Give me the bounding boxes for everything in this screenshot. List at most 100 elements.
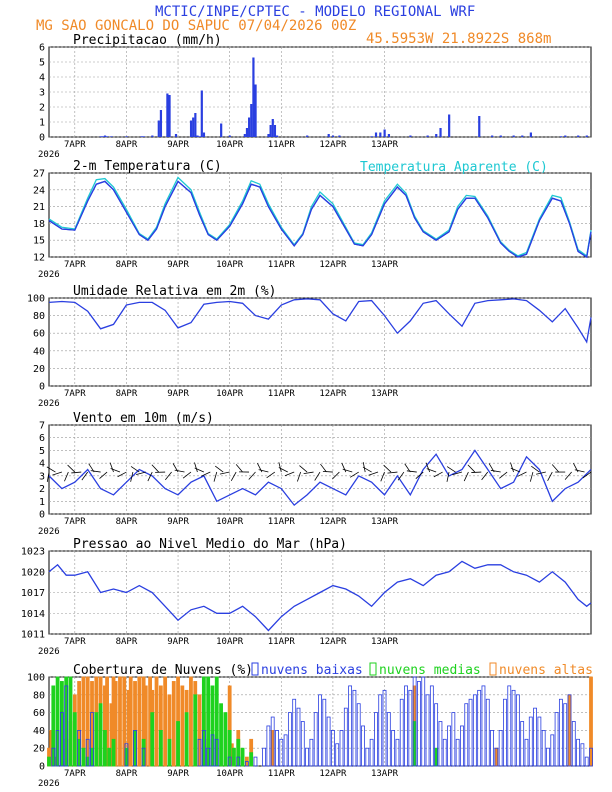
cloud-bar — [90, 747, 94, 767]
x-tick-label: 10APR — [216, 637, 244, 647]
cloud-bar — [262, 747, 266, 767]
x-tick-label: 7APR — [64, 517, 86, 527]
wind-barb — [397, 471, 405, 481]
cloud-bar — [425, 694, 430, 767]
cloud-bar — [589, 676, 593, 767]
x-tick-label: 10APR — [216, 389, 244, 399]
cloud-bar — [232, 747, 236, 767]
cloud-bar — [417, 681, 421, 767]
cloud-bar — [141, 738, 146, 767]
wind-barb — [213, 471, 218, 482]
cloud-bar — [429, 685, 434, 767]
wind-barb — [266, 471, 276, 479]
precip-bar — [198, 136, 201, 137]
y-tick-label: 3 — [39, 88, 45, 99]
legend-swatch-mid — [369, 662, 377, 676]
cloud-bar — [464, 703, 469, 767]
cloud-bar — [240, 747, 245, 767]
wind-barb — [463, 471, 469, 482]
wind-barb — [99, 471, 108, 479]
precip-bar — [577, 135, 580, 137]
y-tick-label: 100 — [27, 294, 45, 305]
cloud-bar — [189, 676, 193, 767]
cloud-bar — [94, 712, 99, 767]
precip-bar — [106, 136, 109, 137]
cloud-bar — [158, 730, 163, 767]
y-tick-label: 60 — [33, 329, 45, 340]
x-tick-label: 9APR — [167, 517, 189, 527]
cloud-bar — [352, 689, 357, 767]
wind-barb — [341, 462, 347, 473]
cloud-bar — [447, 725, 451, 767]
x-tick-label: 10APR — [216, 517, 244, 527]
cloud-bar — [550, 734, 555, 767]
x-tick-label: 7APR — [64, 389, 86, 399]
x-tick-label: 13APR — [371, 769, 399, 779]
y-tick-label: 2 — [39, 103, 45, 114]
cloud-bar — [253, 756, 258, 767]
cloud-bar — [154, 676, 159, 767]
precip-bar — [254, 84, 257, 137]
precip-bar — [585, 135, 588, 137]
cloud-bar — [201, 676, 206, 767]
y-tick-label: 0 — [39, 133, 45, 144]
x-tick-label: 11APR — [268, 140, 296, 150]
temp-legend: Temperatura Aparente (C) — [360, 160, 548, 175]
cloud-bar — [270, 716, 275, 767]
wind-barb — [320, 463, 327, 473]
cloud-bar — [85, 738, 90, 767]
wind-barb — [564, 471, 572, 480]
cloud-bar — [227, 730, 232, 767]
wind-barb — [446, 466, 456, 473]
y-tick-label: 20 — [33, 744, 45, 755]
precip-bar — [275, 135, 279, 137]
cloud-bar — [438, 721, 443, 767]
x-tick-label: 12APR — [319, 260, 347, 270]
y-tick-label: 1011 — [21, 630, 45, 641]
precip-bar — [439, 128, 442, 137]
wind-barb — [404, 463, 411, 473]
precip-bar — [478, 116, 481, 137]
cloud-bar — [193, 694, 198, 767]
cloud-bar — [382, 689, 387, 767]
wind-barb — [130, 466, 140, 473]
cloud-bar — [541, 730, 546, 767]
cloud-bar — [567, 694, 572, 767]
wind-barb — [362, 462, 366, 473]
y-tick-label: 7 — [39, 421, 45, 432]
x-tick-label: 11APR — [268, 260, 296, 270]
x-year-label: 2026 — [38, 779, 60, 789]
y-tick-label: 0 — [39, 510, 45, 521]
cloud-bar — [477, 689, 482, 767]
wind-barb — [257, 462, 263, 473]
x-tick-label: 8APR — [116, 389, 138, 399]
x-tick-label: 11APR — [268, 769, 296, 779]
precip-bar — [196, 135, 199, 137]
x-tick-label: 13APR — [371, 517, 399, 527]
y-tick-label: 40 — [33, 346, 45, 357]
precip-bar — [192, 117, 195, 137]
cloud-bar — [365, 747, 370, 767]
cloud-bar — [326, 716, 331, 767]
cloud-bar — [180, 685, 185, 767]
wind-barb — [46, 471, 50, 482]
y-tick-label: 1017 — [21, 588, 45, 599]
chart-header-coords: 45.5953W 21.8922S 868m — [366, 31, 552, 47]
y-tick-label: 3 — [39, 471, 45, 482]
cloud-bar — [105, 676, 109, 767]
cloud-bar — [481, 685, 486, 767]
wind-barb — [201, 471, 211, 477]
precip-bar — [166, 93, 169, 137]
wind-barb — [81, 471, 89, 481]
cloud-bar — [580, 743, 585, 767]
cloud-bar — [223, 712, 228, 767]
precip-bar — [426, 135, 429, 137]
wind-barb — [551, 464, 560, 473]
precip-title: Precipitacao (mm/h) — [73, 33, 222, 48]
x-tick-label: 12APR — [319, 389, 347, 399]
x-tick-label: 10APR — [216, 260, 244, 270]
cloud-bar — [300, 721, 305, 767]
cloud-bar — [206, 676, 211, 767]
cloud-bar — [90, 712, 94, 767]
precip-bar — [174, 134, 178, 137]
